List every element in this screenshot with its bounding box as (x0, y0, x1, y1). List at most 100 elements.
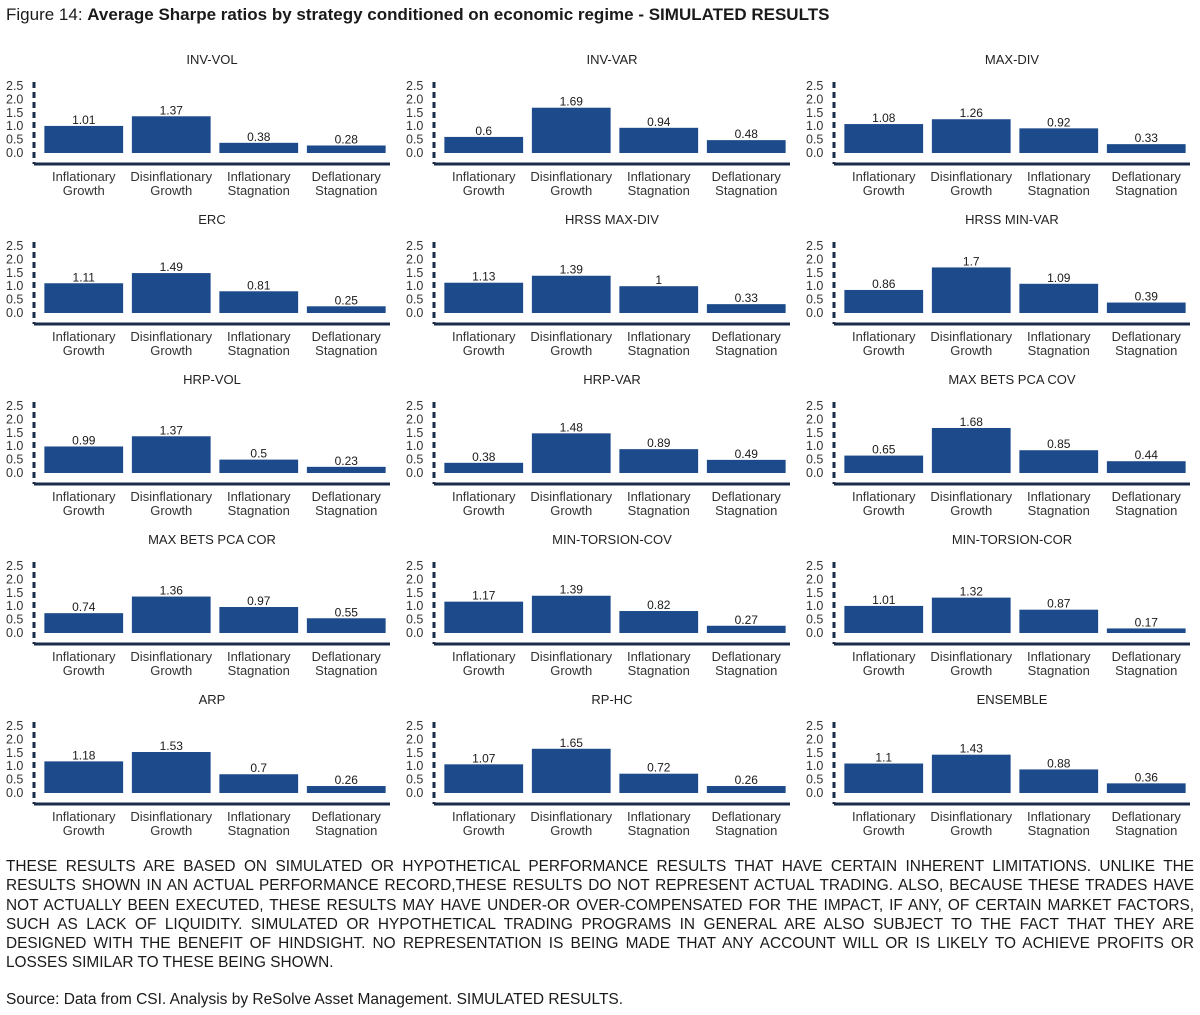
category-label: Disinflationary Growth (530, 809, 612, 838)
chart-panel: MIN-TORSION-COV 0.00.51.01.52.02.5 1.17 Inf… (406, 532, 790, 678)
y-tick-label: 1.0 (6, 119, 23, 133)
bar (1106, 302, 1186, 313)
category-label: Inflationary Growth (52, 809, 116, 838)
bar-value-label: 1.43 (960, 742, 984, 756)
category-label: Inflationary Growth (452, 169, 516, 198)
y-tick-label: 0.5 (6, 453, 23, 467)
y-tick-label: 0.0 (6, 466, 23, 480)
bar (706, 625, 786, 633)
category-label: Inflationary Stagnation (227, 809, 291, 838)
bar (444, 136, 524, 153)
bar-value-label: 1.7 (963, 254, 980, 268)
y-tick-label: 1.5 (806, 106, 823, 120)
category-label: Deflationary Stagnation (712, 489, 782, 518)
bar (44, 613, 124, 633)
bar-value-label: 0.85 (1047, 437, 1071, 451)
category-label: Disinflationary Growth (530, 649, 612, 678)
category-label: Inflationary Stagnation (1027, 169, 1091, 198)
bar (619, 286, 699, 313)
bar-value-label: 0.86 (872, 277, 896, 291)
bar-value-label: 1.09 (1047, 271, 1071, 285)
bar (1019, 769, 1099, 793)
bar (306, 466, 386, 473)
y-tick-label: 2.5 (406, 719, 423, 733)
y-tick-label: 0.5 (806, 453, 823, 467)
bar (131, 596, 211, 633)
bar-value-label: 0.88 (1047, 756, 1071, 770)
bar (1019, 128, 1099, 153)
y-tick-label: 0.5 (806, 613, 823, 627)
y-tick-label: 1.5 (806, 266, 823, 280)
bar-value-label: 0.28 (335, 132, 359, 146)
y-tick-label: 0.5 (6, 293, 23, 307)
y-tick-label: 2.5 (6, 719, 23, 733)
category-label: Inflationary Growth (452, 329, 516, 358)
chart-panel: RP-HC 0.00.51.01.52.02.5 1.07 Inflationary G… (406, 692, 790, 838)
bar (619, 449, 699, 473)
category-label: Inflationary Stagnation (627, 649, 691, 678)
bar (844, 124, 924, 153)
category-label: Inflationary Stagnation (1027, 649, 1091, 678)
y-tick-label: 1.5 (6, 106, 23, 120)
y-tick-label: 1.0 (6, 439, 23, 453)
bar (531, 433, 611, 473)
category-label: Inflationary Stagnation (627, 169, 691, 198)
y-tick-label: 1.0 (406, 439, 423, 453)
category-label: Inflationary Growth (452, 649, 516, 678)
bar-value-label: 0.72 (647, 761, 671, 775)
category-label: Deflationary Stagnation (1112, 169, 1182, 198)
bar-value-label: 0.89 (647, 436, 671, 450)
y-tick-label: 2.0 (806, 572, 823, 586)
y-tick-label: 1.0 (806, 759, 823, 773)
y-tick-label: 1.5 (406, 746, 423, 760)
chart-panel: INV-VOL 0.00.51.01.52.02.5 1.01 Inflationar… (6, 52, 390, 198)
y-tick-label: 0.5 (406, 293, 423, 307)
category-label: Disinflationary Growth (130, 649, 212, 678)
bar (306, 618, 386, 633)
bar (619, 611, 699, 633)
category-label: Disinflationary Growth (930, 649, 1012, 678)
bar-value-label: 0.17 (1135, 615, 1159, 629)
y-tick-label: 0.0 (6, 306, 23, 320)
y-tick-label: 1.5 (806, 746, 823, 760)
y-tick-label: 0.0 (406, 626, 423, 640)
y-tick-label: 2.0 (6, 92, 23, 106)
bar-value-label: 0.27 (735, 613, 759, 627)
chart-panel: HRSS MAX-DIV 0.00.51.01.52.02.5 1.13 Inflat… (406, 212, 790, 358)
bar-value-label: 0.81 (247, 278, 271, 292)
bar (306, 145, 386, 153)
y-tick-label: 2.5 (806, 79, 823, 93)
chart-title: HRP-VAR (583, 372, 641, 387)
chart-title: HRSS MAX-DIV (565, 212, 659, 227)
category-label: Deflationary Stagnation (1112, 489, 1182, 518)
bar (219, 459, 299, 473)
category-label: Deflationary Stagnation (312, 169, 382, 198)
y-tick-label: 2.0 (806, 732, 823, 746)
y-tick-label: 1.5 (406, 266, 423, 280)
y-tick-label: 2.5 (6, 239, 23, 253)
bar (531, 595, 611, 633)
bar-value-label: 1.39 (560, 583, 584, 597)
category-label: Inflationary Stagnation (1027, 329, 1091, 358)
bar-value-label: 1.26 (960, 106, 984, 120)
bar (131, 751, 211, 793)
bar-value-label: 1.48 (560, 420, 584, 434)
bar (44, 283, 124, 313)
y-tick-label: 1.5 (6, 426, 23, 440)
chart-title: MAX BETS PCA COR (148, 532, 276, 547)
y-tick-label: 1.0 (406, 279, 423, 293)
bar (706, 459, 786, 473)
y-tick-label: 2.0 (6, 252, 23, 266)
category-label: Deflationary Stagnation (312, 329, 382, 358)
bar (131, 436, 211, 473)
y-tick-label: 1.5 (6, 266, 23, 280)
y-tick-label: 0.0 (6, 786, 23, 800)
bar (1106, 783, 1186, 793)
y-tick-label: 2.0 (806, 92, 823, 106)
bar-value-label: 1.68 (960, 415, 984, 429)
bar-value-label: 1.69 (560, 95, 584, 109)
bar (1106, 461, 1186, 473)
bar (131, 273, 211, 313)
bar (931, 119, 1011, 153)
y-tick-label: 2.0 (406, 412, 423, 426)
